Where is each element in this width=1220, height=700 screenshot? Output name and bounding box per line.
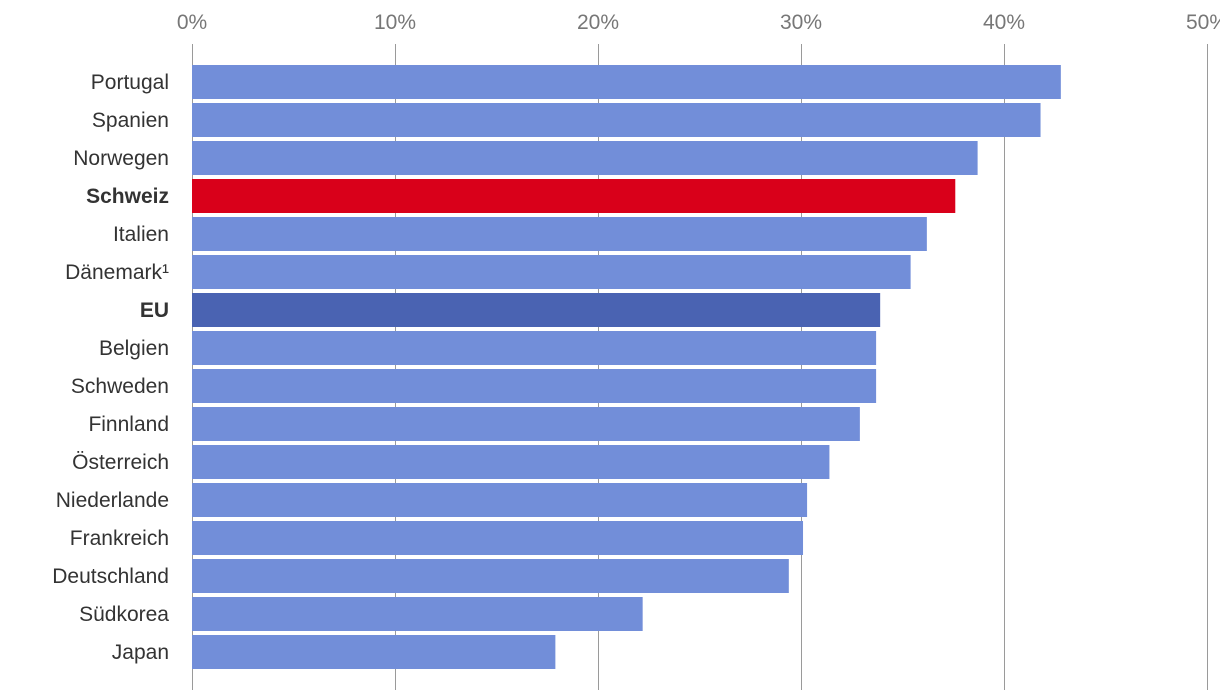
category-label-sudkorea: Südkorea xyxy=(79,603,169,626)
category-label-eu: EU xyxy=(140,299,169,322)
category-label-osterreich: Österreich xyxy=(72,451,169,474)
x-tick-label: 20% xyxy=(577,11,619,34)
bars xyxy=(192,65,1061,669)
category-label-spanien: Spanien xyxy=(92,109,169,132)
category-label-japan: Japan xyxy=(112,641,169,664)
x-tick-label: 0% xyxy=(177,11,207,34)
bar-finnland xyxy=(192,407,860,441)
category-label-frankreich: Frankreich xyxy=(70,527,169,550)
x-tick-label: 30% xyxy=(780,11,822,34)
category-label-finnland: Finnland xyxy=(88,413,169,436)
x-axis-ticks: 0% 10% 20% 30% 40% 50% xyxy=(177,11,1220,34)
category-label-norwegen: Norwegen xyxy=(73,147,169,170)
category-label-schweiz: Schweiz xyxy=(86,185,169,208)
bar-schweden xyxy=(192,369,877,403)
bar-danemark xyxy=(192,255,911,289)
category-label-schweden: Schweden xyxy=(71,375,169,398)
bar-spanien xyxy=(192,103,1041,137)
category-label-deutschland: Deutschland xyxy=(52,565,169,588)
bar-belgien xyxy=(192,331,877,365)
x-tick-label: 40% xyxy=(983,11,1025,34)
category-label-portugal: Portugal xyxy=(91,71,169,94)
bar-italien xyxy=(192,217,927,251)
category-label-danemark: Dänemark¹ xyxy=(65,261,169,284)
bar-norwegen xyxy=(192,141,978,175)
category-labels: Portugal Spanien Norwegen Schweiz Italien Dän… xyxy=(52,71,169,664)
bar-japan xyxy=(192,635,556,669)
x-tick-label: 50% xyxy=(1186,11,1220,34)
bar-osterreich xyxy=(192,445,830,479)
bar-portugal xyxy=(192,65,1061,99)
gridlines xyxy=(192,44,1208,690)
x-tick-label: 10% xyxy=(374,11,416,34)
category-label-italien: Italien xyxy=(113,223,169,246)
bar-schweiz xyxy=(192,179,956,213)
category-label-belgien: Belgien xyxy=(99,337,169,360)
category-label-niederlande: Niederlande xyxy=(56,489,169,512)
bar-eu xyxy=(192,293,881,327)
bar-deutschland xyxy=(192,559,789,593)
bar-frankreich xyxy=(192,521,804,555)
bar-niederlande xyxy=(192,483,808,517)
bar-sudkorea xyxy=(192,597,643,631)
